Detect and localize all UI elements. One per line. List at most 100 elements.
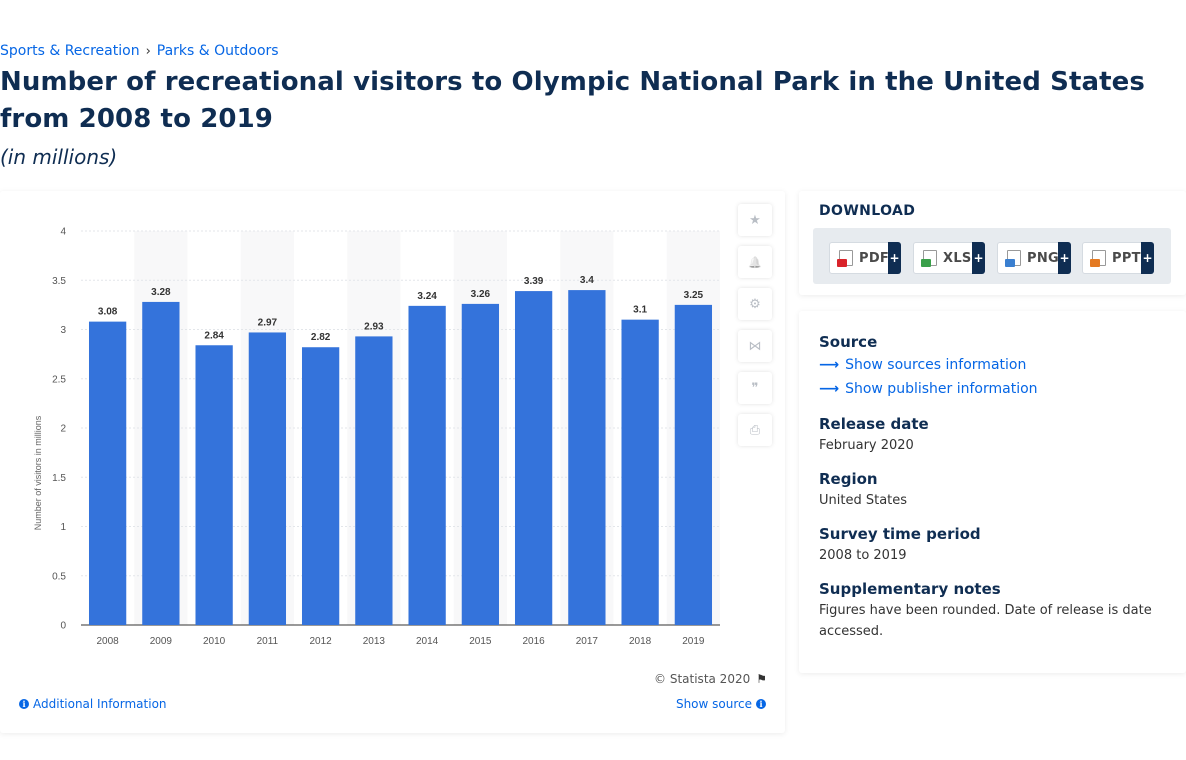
page-title: Number of recreational visitors to Olymp…	[0, 67, 1145, 134]
print-button[interactable]: ⎙	[738, 414, 772, 446]
download-ppt-button[interactable]: PPT +	[1082, 242, 1154, 274]
statistic-details-card: Source ⟶ Show sources information ⟶ Show…	[799, 311, 1186, 673]
notification-button[interactable]: 🔔	[738, 246, 772, 278]
survey-period-value: 2008 to 2019	[819, 548, 907, 563]
region-heading: Region	[819, 470, 878, 488]
bar-2015	[461, 303, 500, 625]
pdf-file-icon	[837, 250, 853, 267]
breadcrumb-sports-recreation[interactable]: Sports & Recreation	[0, 43, 140, 59]
breadcrumb-separator: ›	[145, 43, 151, 59]
bar-2018	[621, 319, 659, 625]
data-label: 3.25	[684, 290, 704, 301]
star-icon: ★	[749, 212, 761, 228]
show-publisher-label: Show publisher information	[845, 381, 1038, 397]
cite-button[interactable]: ❞	[738, 372, 772, 404]
bar-2011	[248, 332, 287, 625]
bell-icon: 🔔	[748, 255, 762, 269]
favorite-button[interactable]: ★	[738, 204, 772, 236]
y-tick-label: 2.5	[52, 374, 66, 385]
chart-copyright: © Statista 2020 ⚑	[654, 672, 767, 686]
y-tick-label: 1	[60, 522, 66, 533]
page-subtitle: (in millions)	[0, 145, 118, 169]
download-xls-button[interactable]: XLS +	[913, 242, 985, 274]
download-png-button[interactable]: PNG +	[997, 242, 1071, 274]
download-xls-label: XLS	[943, 250, 972, 266]
y-tick-label: 0	[60, 621, 66, 632]
y-tick-label: 3.5	[52, 276, 66, 287]
copyright-text: © Statista 2020	[654, 672, 751, 686]
bar-2019	[674, 304, 713, 625]
source-heading: Source	[819, 333, 878, 351]
release-date-value: February 2020	[819, 438, 914, 453]
show-source-link[interactable]: Show source i	[676, 697, 766, 711]
data-label: 2.82	[311, 332, 331, 343]
plus-icon: +	[1058, 242, 1071, 274]
additional-information-link[interactable]: i Additional Information	[19, 697, 167, 711]
png-file-icon	[1005, 250, 1021, 267]
breadcrumb-parks-outdoors[interactable]: Parks & Outdoors	[156, 43, 279, 59]
download-bar: PDF + XLS + PNG + PPT +	[813, 228, 1171, 284]
x-tick-label: 2017	[576, 636, 599, 647]
download-pdf-label: PDF	[859, 250, 890, 266]
data-label: 3.08	[98, 307, 118, 318]
data-label: 2.84	[204, 330, 224, 341]
download-card: DOWNLOAD PDF + XLS + PNG + PPT +	[799, 191, 1186, 295]
bar-chart: 0 0.5 1 1.5 2 2.5 3 3.5 4 Number of visitors in m…	[33, 227, 720, 647]
download-ppt-label: PPT	[1112, 250, 1141, 266]
share-icon: ⋈	[748, 338, 762, 354]
data-label: 3.39	[524, 276, 544, 287]
y-tick-label: 0.5	[52, 571, 66, 582]
data-label: 3.24	[417, 291, 437, 302]
plus-icon: +	[888, 242, 901, 274]
flag-icon[interactable]: ⚑	[756, 672, 767, 686]
breadcrumb: Sports & Recreation › Parks & Outdoors	[0, 43, 279, 59]
x-tick-label: 2018	[629, 636, 652, 647]
settings-button[interactable]: ⚙	[738, 288, 772, 320]
y-tick-label: 1.5	[52, 473, 66, 484]
x-tick-label: 2014	[416, 636, 439, 647]
arrow-right-icon: ⟶	[819, 357, 840, 373]
supplementary-notes-value: Figures have been rounded. Date of relea…	[819, 603, 1152, 639]
download-pdf-button[interactable]: PDF +	[829, 242, 901, 274]
data-label: 3.1	[633, 305, 647, 316]
info-icon: i	[19, 699, 29, 709]
plus-icon: +	[972, 242, 985, 274]
share-button[interactable]: ⋈	[738, 330, 772, 362]
x-tick-label: 2016	[523, 636, 546, 647]
bar-2013	[355, 336, 393, 625]
bar-2012	[301, 347, 340, 625]
bar-2010	[195, 345, 233, 625]
data-label: 3.26	[471, 289, 491, 300]
additional-information-label: Additional Information	[33, 697, 167, 711]
x-tick-label: 2012	[310, 636, 333, 647]
data-label: 3.4	[580, 275, 594, 286]
x-tick-label: 2013	[363, 636, 386, 647]
region-value: United States	[819, 493, 908, 508]
bar-2009	[142, 301, 180, 625]
show-publisher-link[interactable]: ⟶ Show publisher information	[819, 381, 1038, 397]
info-icon: i	[756, 699, 766, 709]
bar-2008	[88, 321, 127, 625]
x-tick-label: 2010	[203, 636, 226, 647]
x-tick-label: 2019	[682, 636, 705, 647]
data-label: 2.97	[258, 317, 278, 328]
download-title: DOWNLOAD	[819, 203, 916, 219]
data-label: 2.93	[364, 321, 384, 332]
x-tick-label: 2015	[469, 636, 492, 647]
show-sources-link[interactable]: ⟶ Show sources information	[819, 357, 1026, 373]
gear-icon: ⚙	[749, 296, 761, 312]
download-png-label: PNG	[1027, 250, 1059, 266]
y-tick-label: 4	[60, 227, 66, 238]
show-sources-label: Show sources information	[845, 357, 1027, 373]
x-tick-label: 2011	[257, 636, 279, 647]
x-tick-label: 2008	[97, 636, 120, 647]
bar-2017	[568, 290, 606, 625]
bar-2014	[408, 305, 446, 625]
chart-tools: ★ 🔔 ⚙ ⋈ ❞ ⎙	[738, 204, 772, 446]
y-axis-label: Number of visitors in millions	[33, 415, 43, 530]
arrow-right-icon: ⟶	[819, 381, 840, 397]
chart-card: 0 0.5 1 1.5 2 2.5 3 3.5 4 Number of visitors in m…	[0, 191, 785, 733]
data-label: 3.28	[151, 287, 171, 298]
survey-period-heading: Survey time period	[819, 525, 981, 543]
bar-2016	[514, 291, 553, 625]
